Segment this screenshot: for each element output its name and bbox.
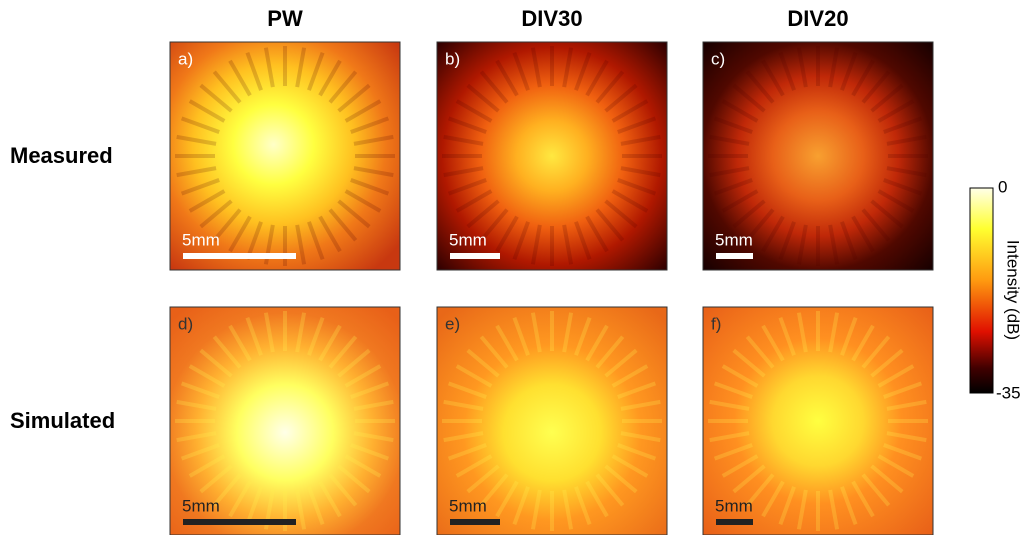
scale-bar: [183, 519, 296, 525]
scale-bar: [450, 519, 500, 525]
panel-label: d): [178, 314, 193, 333]
panel-label: f): [711, 314, 721, 333]
scale-bar-label: 5mm: [182, 230, 220, 249]
panel-label: e): [445, 314, 460, 333]
column-header: DIV20: [787, 6, 848, 31]
figure: 0 -35 Intensity (dB) PW DIV30 DIV20 Measure…: [0, 0, 1028, 535]
colorbar-max: 0: [998, 177, 1007, 196]
scale-bar-label: 5mm: [715, 230, 753, 249]
colorbar: [970, 188, 993, 393]
colorbar-label: Intensity (dB): [1004, 240, 1023, 340]
scale-bar: [450, 253, 500, 259]
panel-label: c): [711, 49, 725, 68]
scale-bar: [716, 519, 753, 525]
column-header: DIV30: [521, 6, 582, 31]
row-label: Simulated: [10, 408, 115, 433]
scale-bar: [716, 253, 753, 259]
scale-bar-label: 5mm: [182, 496, 220, 515]
scale-bar-label: 5mm: [449, 230, 487, 249]
panel-label: b): [445, 49, 460, 68]
row-label: Measured: [10, 143, 113, 168]
scale-bar-label: 5mm: [715, 496, 753, 515]
colorbar-min: -35: [996, 383, 1021, 402]
scale-bar: [183, 253, 296, 259]
scale-bar-label: 5mm: [449, 496, 487, 515]
column-header: PW: [267, 6, 303, 31]
panel-label: a): [178, 49, 193, 68]
